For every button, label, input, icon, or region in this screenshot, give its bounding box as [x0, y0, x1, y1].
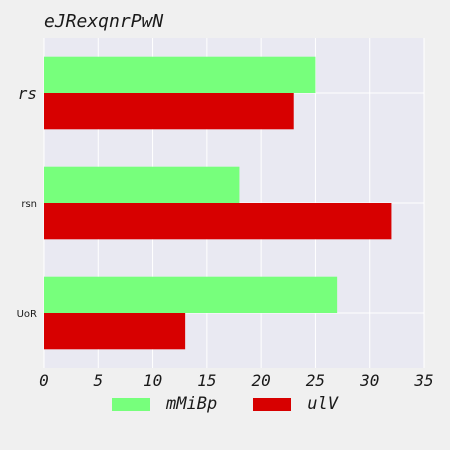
x-tick-label-5: 25 [306, 371, 325, 390]
y-tick-label-1: rsn [21, 199, 37, 210]
bar-series-1-rs [44, 93, 294, 130]
x-tick-label-0: 0 [39, 371, 49, 390]
bar-series-1-UoR [44, 313, 186, 350]
bar-series-1-rsn [44, 203, 392, 240]
bars-group [44, 56, 392, 350]
x-tick-label-1: 5 [93, 371, 103, 390]
x-tick-label-2: 10 [143, 371, 162, 390]
y-tick-labels: rs rsn UoR [17, 84, 37, 320]
legend-label-series-0: mMiBp [166, 394, 218, 414]
bar-series-0-rsn [44, 166, 240, 203]
legend: mMiBp ulV [0, 394, 450, 414]
y-tick-label-2: UoR [17, 309, 37, 320]
chart-title: eJRexqnrPwN [44, 11, 164, 32]
bar-series-0-rs [44, 56, 316, 93]
legend-item-series-1: ulV [253, 394, 338, 414]
legend-swatch-series-0 [112, 397, 151, 411]
y-tick-label-0: rs [18, 84, 37, 103]
legend-item-series-0: mMiBp [112, 394, 217, 414]
legend-label-series-1: ulV [307, 394, 338, 414]
bar-series-0-UoR [44, 276, 338, 313]
x-tick-label-6: 30 [359, 371, 379, 390]
legend-swatch-series-1 [253, 397, 292, 411]
x-tick-label-4: 20 [252, 371, 271, 390]
x-tick-label-3: 15 [197, 371, 216, 390]
x-tick-label-7: 35 [413, 371, 433, 390]
x-tick-labels: 0 5 10 15 20 25 30 35 [39, 371, 433, 390]
